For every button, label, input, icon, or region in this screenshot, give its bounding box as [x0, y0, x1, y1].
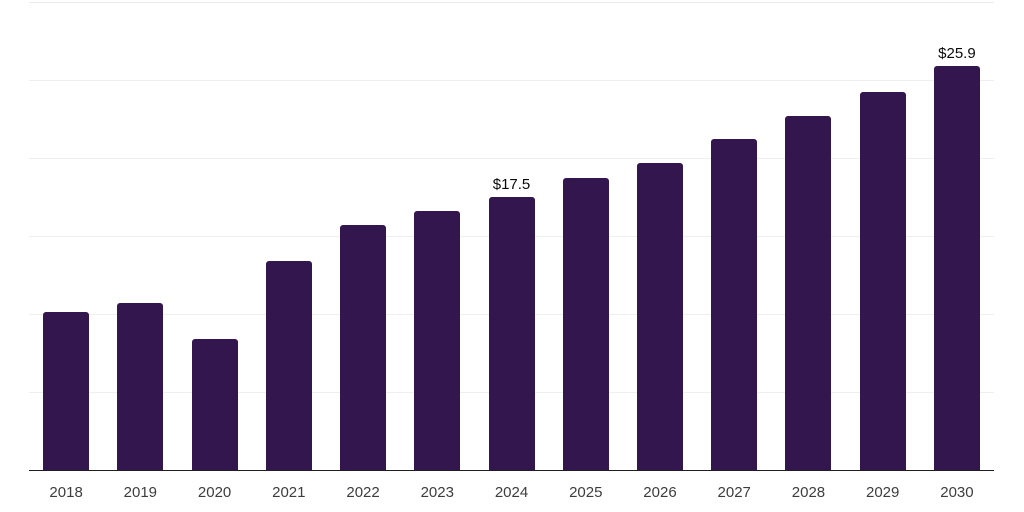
gridline-y-30	[29, 2, 994, 3]
x-tick-label-2021: 2021	[272, 484, 306, 501]
bar-2027	[711, 139, 758, 470]
gridline-y-20	[29, 158, 994, 159]
bar-2024: $17.5	[488, 177, 535, 470]
bar-slot-2021	[252, 2, 326, 470]
x-tick-label-2030: 2030	[940, 484, 974, 501]
bar-slot-2024: $17.5	[474, 2, 548, 470]
gridline-y-25	[29, 80, 994, 81]
x-tick-label-2018: 2018	[49, 484, 83, 501]
bar-slot-2020	[177, 2, 251, 470]
bar-2026	[636, 162, 683, 470]
bar-2025	[562, 178, 609, 470]
bar-slot-2023	[400, 2, 474, 470]
bar-slot-2028	[771, 2, 845, 470]
x-tick-label-2027: 2027	[717, 484, 751, 501]
bar-slot-2030: $25.9	[920, 2, 994, 470]
bar-slot-2019	[103, 2, 177, 470]
bar-slot-2025	[549, 2, 623, 470]
x-tick-label-2019: 2019	[123, 484, 158, 501]
x-tick-label-2026: 2026	[643, 484, 677, 501]
bar-2030: $25.9	[933, 46, 980, 470]
bar-2020	[191, 338, 238, 470]
plot-area: $17.5 $25.9	[29, 2, 994, 471]
bar-slot-2026	[623, 2, 697, 470]
bar-2028	[785, 115, 832, 470]
x-tick-label-2024: 2024	[494, 484, 529, 501]
x-tick-label-2023: 2023	[420, 484, 454, 501]
data-label-2024: $17.5	[492, 176, 531, 193]
bar-2022	[340, 225, 387, 470]
bar-2019	[117, 303, 164, 470]
bar-2021	[265, 260, 312, 470]
bar-2029	[859, 92, 906, 470]
bar-2023	[414, 211, 461, 470]
x-tick-label-2028: 2028	[791, 484, 826, 501]
bar-2018	[43, 312, 90, 470]
x-tick-label-2025: 2025	[569, 484, 603, 501]
bar-slot-2029	[846, 2, 920, 470]
x-tick-label-2022: 2022	[346, 484, 380, 501]
bar-slot-2022	[326, 2, 400, 470]
x-tick-label-2020: 2020	[197, 484, 232, 501]
x-tick-label-2029: 2029	[866, 484, 900, 501]
data-label-2030: $25.9	[938, 44, 976, 62]
x-axis-labels: 2018 2019 2020 2021 2022 2023 2024 2025 2026 2027…	[29, 471, 994, 500]
bar-slot-2018	[29, 2, 103, 470]
bar-slot-2027	[697, 2, 771, 470]
